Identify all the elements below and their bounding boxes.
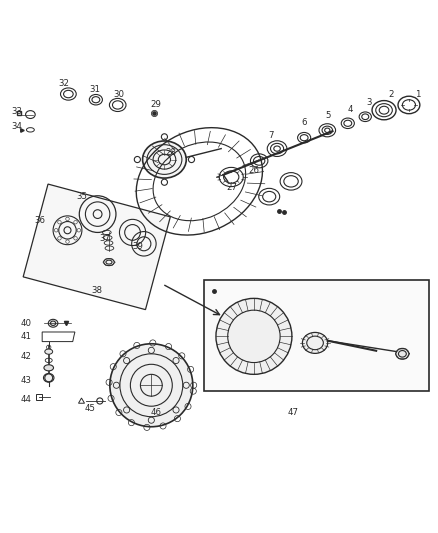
Text: 26: 26: [248, 166, 259, 175]
Ellipse shape: [302, 333, 328, 353]
Text: 42: 42: [21, 351, 32, 360]
Text: 36: 36: [35, 216, 46, 225]
Text: 4: 4: [347, 105, 353, 114]
Text: 7: 7: [268, 131, 274, 140]
Ellipse shape: [43, 374, 54, 382]
Text: 37: 37: [99, 233, 110, 243]
Text: 6: 6: [301, 118, 307, 127]
Text: 39: 39: [133, 243, 144, 252]
Text: 46: 46: [150, 408, 161, 417]
Ellipse shape: [45, 349, 53, 354]
Text: 38: 38: [91, 286, 102, 295]
Text: 1: 1: [415, 90, 420, 99]
Text: 35: 35: [76, 192, 87, 201]
Polygon shape: [23, 184, 170, 310]
Text: 28: 28: [166, 149, 177, 157]
Text: 27: 27: [226, 183, 237, 192]
Text: 31: 31: [89, 85, 100, 94]
Text: 43: 43: [21, 376, 32, 384]
Text: 3: 3: [367, 98, 372, 107]
Text: 29: 29: [150, 100, 161, 109]
Text: 41: 41: [21, 332, 32, 341]
Text: 45: 45: [85, 404, 95, 413]
Ellipse shape: [44, 365, 53, 371]
Text: 32: 32: [59, 79, 70, 87]
Circle shape: [110, 344, 193, 427]
Text: 40: 40: [21, 319, 32, 328]
Text: 33: 33: [12, 107, 23, 116]
Text: 47: 47: [288, 408, 299, 417]
Ellipse shape: [143, 141, 186, 178]
Bar: [204, 280, 428, 391]
Text: 30: 30: [113, 90, 124, 99]
Ellipse shape: [396, 349, 409, 359]
Ellipse shape: [48, 319, 58, 327]
Ellipse shape: [216, 298, 292, 374]
Text: 44: 44: [21, 395, 32, 404]
Text: 2: 2: [389, 90, 394, 99]
Text: 34: 34: [12, 122, 23, 131]
Text: 5: 5: [325, 111, 331, 120]
